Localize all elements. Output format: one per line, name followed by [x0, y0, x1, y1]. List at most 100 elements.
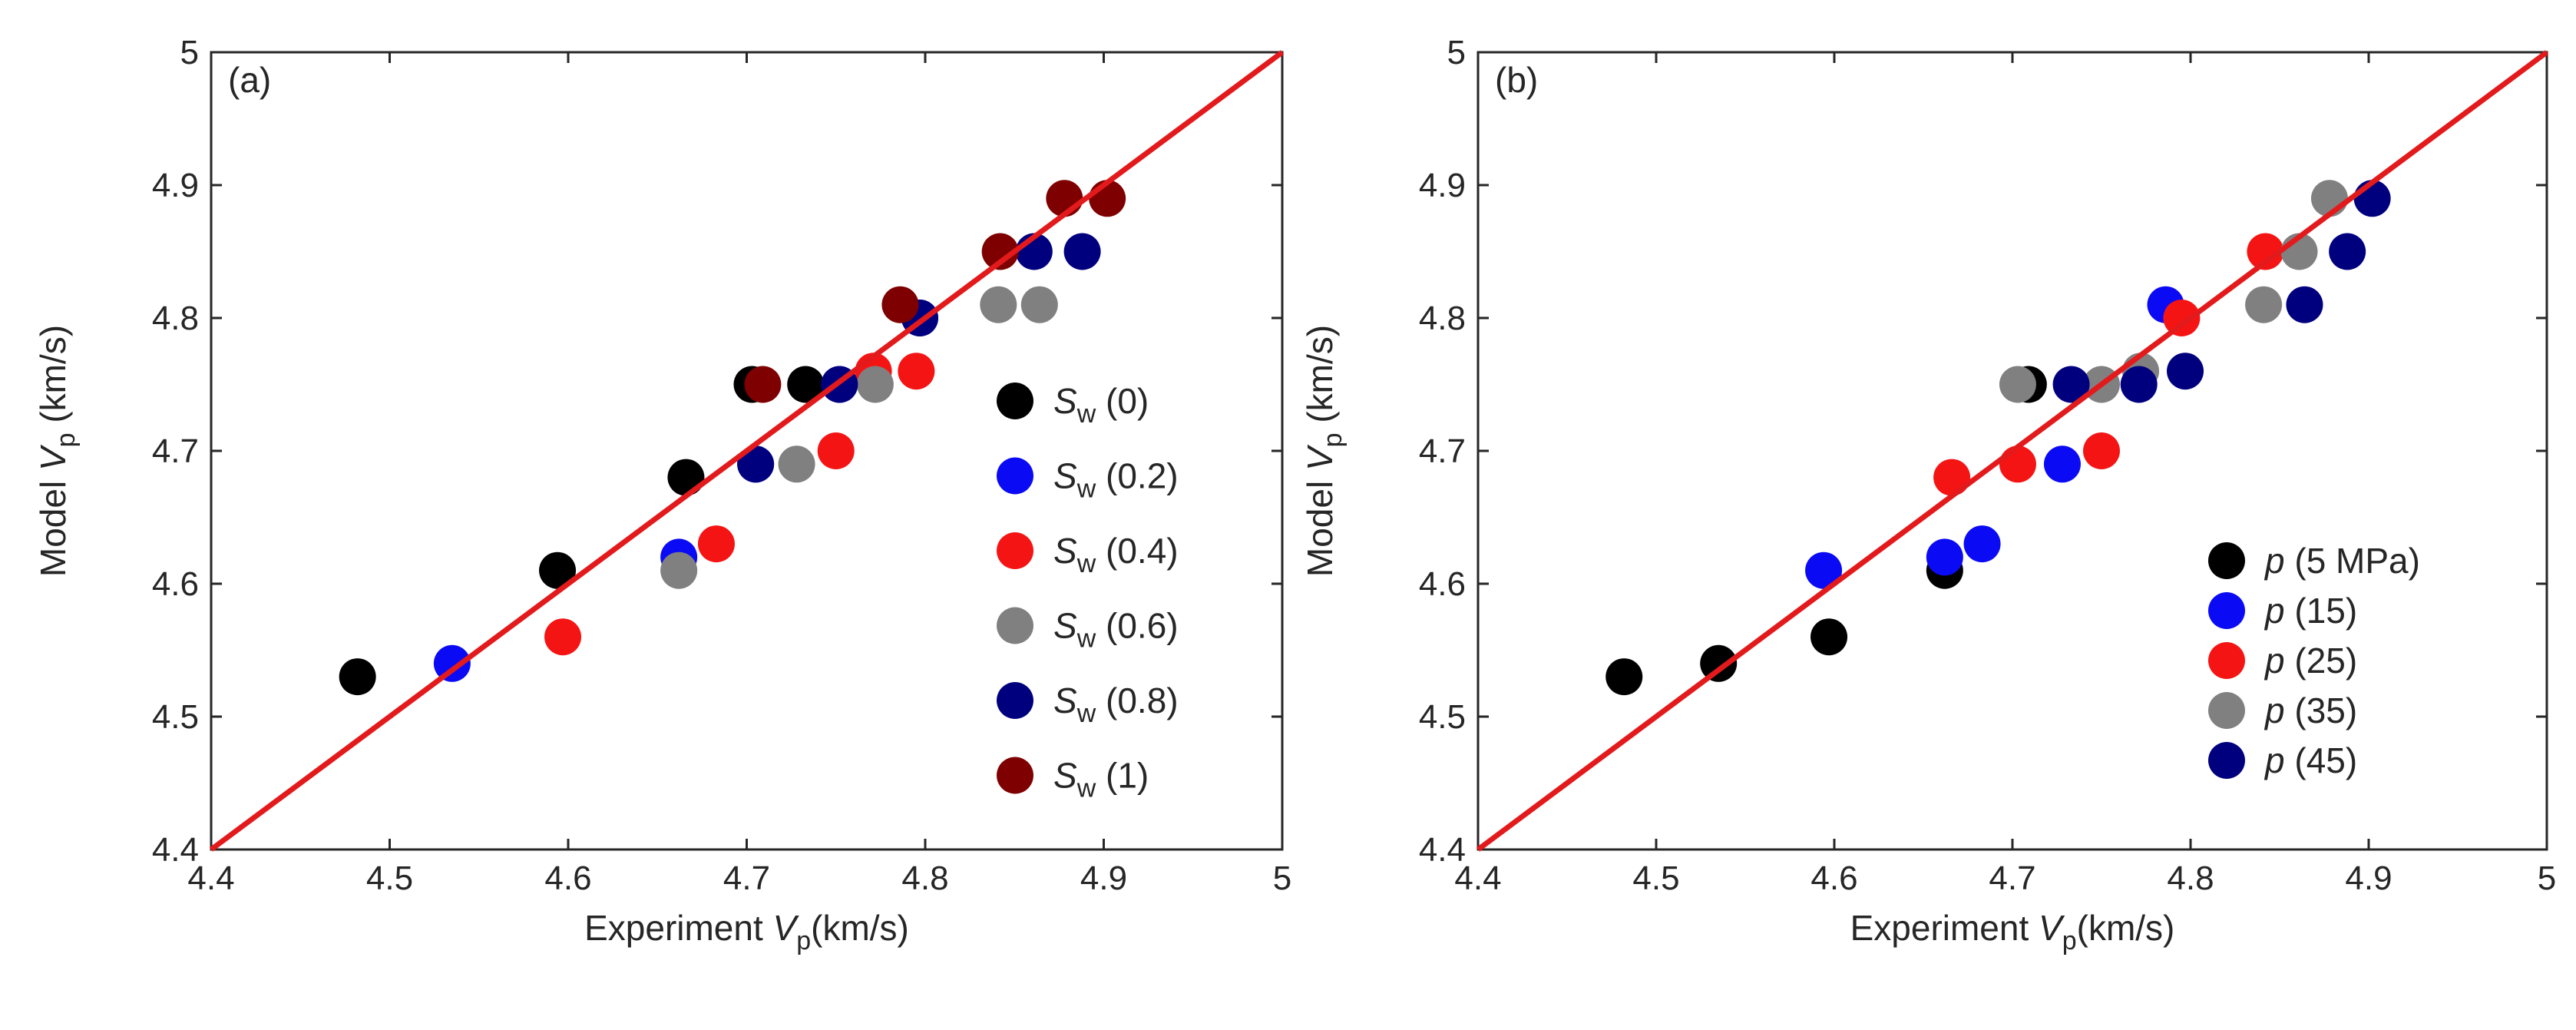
- x-axis-label-sub: p: [2062, 926, 2077, 955]
- legend-label-suffix: (0.2): [1096, 456, 1178, 496]
- y-tick-label: 4.8: [152, 300, 199, 337]
- data-point: [1063, 233, 1101, 270]
- x-axis-label-sub: p: [796, 926, 811, 955]
- data-point: [787, 366, 825, 403]
- y-axis-label-sub: p: [51, 432, 81, 447]
- y-axis-label-var: V: [1300, 444, 1340, 471]
- legend: Sw (0)Sw (0.2)Sw (0.4)Sw (0.6)Sw (0.8)Sw…: [997, 381, 1179, 803]
- legend-label-suffix: (1): [1096, 756, 1149, 796]
- legend-label-suffix: (0): [1096, 381, 1149, 421]
- data-point: [697, 525, 735, 563]
- y-tick-label: 4.9: [1419, 167, 1466, 204]
- y-axis-label-text: Model: [33, 471, 73, 577]
- series-0: [339, 366, 825, 696]
- legend-label-suffix: (0.4): [1096, 531, 1178, 571]
- x-axis-label-text: Experiment: [584, 908, 772, 948]
- y-tick-label: 4.4: [1419, 831, 1466, 869]
- data-point: [2286, 286, 2323, 323]
- data-point: [881, 286, 919, 323]
- legend-label-suffix: (25): [2285, 641, 2358, 681]
- y-tick-label: 4.7: [152, 432, 199, 470]
- x-axis-label-var: V: [2039, 908, 2065, 948]
- data-point: [1999, 445, 2036, 483]
- legend-marker: [997, 607, 1033, 644]
- y-tick-label: 4.9: [152, 167, 199, 204]
- legend-label-suffix: (5 MPa): [2285, 541, 2420, 581]
- legend-label-suffix: (35): [2285, 691, 2358, 730]
- legend-label-var: S: [1053, 756, 1077, 796]
- x-axis-label-unit: (km/s): [2077, 908, 2175, 948]
- data-point: [1963, 525, 2001, 563]
- legend-label-var: p: [2264, 740, 2285, 780]
- data-point: [1805, 551, 1843, 589]
- data-point: [1020, 286, 1058, 323]
- data-point: [1700, 644, 1738, 682]
- x-tick-label: 4.6: [544, 859, 591, 897]
- data-point: [1933, 459, 1971, 496]
- data-point: [2167, 353, 2204, 390]
- series-3: [660, 286, 1058, 589]
- y-tick-label: 4.5: [1419, 698, 1466, 736]
- legend-marker: [2208, 742, 2245, 779]
- y-tick-label: 4.4: [152, 831, 199, 869]
- data-point: [1926, 538, 1963, 576]
- x-tick-label: 4.4: [187, 859, 234, 897]
- reference-line: [209, 50, 1285, 852]
- data-point: [1999, 366, 2036, 403]
- legend-marker: [2208, 592, 2245, 629]
- legend-label: Sw (0.2): [1053, 456, 1179, 504]
- y-tick-label: 4.5: [152, 698, 199, 736]
- legend-marker: [997, 757, 1033, 794]
- legend-label: p (5 MPa): [2264, 541, 2420, 581]
- series-1: [1805, 286, 2184, 589]
- x-tick-label: 4.9: [1080, 859, 1127, 897]
- x-tick-label: 4.4: [1454, 859, 1501, 897]
- data-point: [2163, 300, 2201, 336]
- y-axis-label-text: Model: [1300, 471, 1340, 577]
- data-point: [2052, 366, 2090, 403]
- legend-label-suffix: (15): [2285, 591, 2358, 631]
- data-point: [667, 459, 705, 496]
- legend-marker: [2208, 642, 2245, 679]
- legend-label: p (35): [2264, 691, 2357, 730]
- x-axis-label-unit: (km/s): [811, 908, 909, 948]
- data-point: [980, 286, 1017, 323]
- y-tick-label: 4.8: [1419, 300, 1466, 337]
- x-tick-label: 4.8: [2167, 859, 2214, 897]
- y-tick-label: 4.6: [152, 565, 199, 603]
- data-point: [856, 366, 894, 403]
- y-tick-label: 5: [1447, 34, 1466, 71]
- panel-label: (a): [228, 60, 271, 100]
- legend-label-sub: w: [1076, 699, 1096, 728]
- legend-marker: [2208, 692, 2245, 729]
- panel-label: (b): [1495, 60, 1538, 100]
- data-point: [539, 551, 577, 589]
- legend-label: Sw (0.6): [1053, 606, 1179, 654]
- data-point: [1605, 658, 1643, 696]
- y-tick-label: 4.6: [1419, 565, 1466, 603]
- x-axis-label: Experiment Vp(km/s): [1850, 908, 2175, 955]
- legend-label-var: p: [2264, 541, 2285, 581]
- legend-label: p (15): [2264, 591, 2357, 631]
- legend-marker: [997, 682, 1033, 719]
- y-axis-label: Model Vp (km/s): [33, 325, 81, 577]
- legend-marker: [997, 383, 1033, 419]
- y-axis-label-var: V: [33, 444, 73, 471]
- x-axis-label-var: V: [773, 908, 800, 948]
- x-tick-label: 5: [1273, 859, 1291, 897]
- x-tick-label: 4.7: [1989, 859, 2035, 897]
- legend-label-var: p: [2264, 691, 2285, 730]
- data-point: [339, 658, 376, 696]
- legend-label: p (45): [2264, 740, 2357, 780]
- legend-marker: [997, 532, 1033, 569]
- legend-label-sub: w: [1076, 624, 1096, 654]
- legend-label-var: p: [2264, 641, 2285, 681]
- x-tick-label: 4.7: [723, 859, 770, 897]
- chart-panel-b: 4.4 4.5 4.6 4.7 4.8 4.9 5 4.4 4.5 4.6 4.7 4.8 4.9 5 Ex…: [1300, 34, 2556, 955]
- data-point: [1810, 618, 1848, 656]
- x-axis-label-text: Experiment: [1850, 908, 2039, 948]
- legend-label-suffix: (0.8): [1096, 681, 1178, 720]
- legend-label: Sw (0.8): [1053, 681, 1179, 728]
- data-point: [433, 644, 471, 682]
